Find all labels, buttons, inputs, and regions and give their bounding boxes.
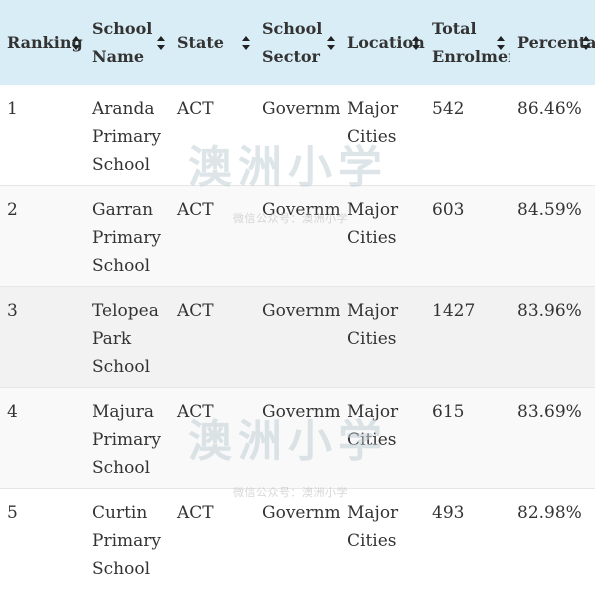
enrolment-cell: 615 xyxy=(432,402,465,422)
sort-icon[interactable] xyxy=(497,35,506,50)
state-cell: ACT xyxy=(177,99,214,119)
sector-cell: Government xyxy=(262,402,340,422)
percentage-cell: 82.98% xyxy=(517,503,582,523)
school-name-cell: Majura Primary School xyxy=(92,402,161,478)
column-header-total-enrolment[interactable]: Total Enrolment xyxy=(425,0,510,85)
column-header-label: Percentage xyxy=(517,32,595,52)
column-header-label: School Sector xyxy=(262,18,323,66)
sector-cell: Government xyxy=(262,301,340,321)
column-header-label: Total Enrolment xyxy=(432,18,510,66)
enrolment-cell: 542 xyxy=(432,99,465,119)
location-cell: Major Cities xyxy=(347,402,399,450)
enrolment-cell: 493 xyxy=(432,503,465,523)
sector-cell: Government xyxy=(262,200,340,220)
column-header-percentage[interactable]: Percentage xyxy=(510,0,595,85)
ranking-cell: 3 xyxy=(7,301,18,321)
location-cell: Major Cities xyxy=(347,200,399,248)
column-header-state[interactable]: State xyxy=(170,0,255,85)
table-row: 3 Telopea Park School ACT Government Maj… xyxy=(0,287,595,388)
ranking-cell: 1 xyxy=(7,99,18,119)
school-name-cell: Curtin Primary School xyxy=(92,503,161,579)
state-cell: ACT xyxy=(177,503,214,523)
percentage-cell: 84.59% xyxy=(517,200,582,220)
state-cell: ACT xyxy=(177,402,214,422)
sort-icon[interactable] xyxy=(327,35,336,50)
column-header-location[interactable]: Location xyxy=(340,0,425,85)
column-header-label: Ranking xyxy=(7,32,83,52)
table-header-row: Ranking School Name State School Sector … xyxy=(0,0,595,85)
percentage-cell: 86.46% xyxy=(517,99,582,119)
column-header-school-name[interactable]: School Name xyxy=(85,0,170,85)
sector-cell: Government xyxy=(262,503,340,523)
percentage-cell: 83.69% xyxy=(517,402,582,422)
school-name-cell: Garran Primary School xyxy=(92,200,161,276)
table-row: 2 Garran Primary School ACT Government M… xyxy=(0,186,595,287)
column-header-label: School Name xyxy=(92,18,153,66)
sort-icon[interactable] xyxy=(242,35,251,50)
state-cell: ACT xyxy=(177,301,214,321)
ranking-cell: 5 xyxy=(7,503,18,523)
enrolment-cell: 603 xyxy=(432,200,465,220)
sort-icon[interactable] xyxy=(412,35,421,50)
location-cell: Major Cities xyxy=(347,99,399,147)
location-cell: Major Cities xyxy=(347,301,399,349)
ranking-cell: 2 xyxy=(7,200,18,220)
school-name-cell: Telopea Park School xyxy=(92,301,159,377)
table-row: 1 Aranda Primary School ACT Government M… xyxy=(0,85,595,186)
school-name-cell: Aranda Primary School xyxy=(92,99,161,175)
table-row: 4 Majura Primary School ACT Government M… xyxy=(0,388,595,489)
sector-cell: Government xyxy=(262,99,340,119)
enrolment-cell: 1427 xyxy=(432,301,476,321)
column-header-school-sector[interactable]: School Sector xyxy=(255,0,340,85)
column-header-label: Location xyxy=(347,32,425,52)
table-row: 5 Curtin Primary School ACT Government M… xyxy=(0,489,595,590)
state-cell: ACT xyxy=(177,200,214,220)
column-header-ranking[interactable]: Ranking xyxy=(0,0,85,85)
percentage-cell: 83.96% xyxy=(517,301,582,321)
sort-icon[interactable] xyxy=(582,35,591,50)
ranking-cell: 4 xyxy=(7,402,18,422)
sort-icon[interactable] xyxy=(72,35,81,50)
sort-icon[interactable] xyxy=(157,35,166,50)
column-header-label: State xyxy=(177,32,224,52)
location-cell: Major Cities xyxy=(347,503,399,551)
